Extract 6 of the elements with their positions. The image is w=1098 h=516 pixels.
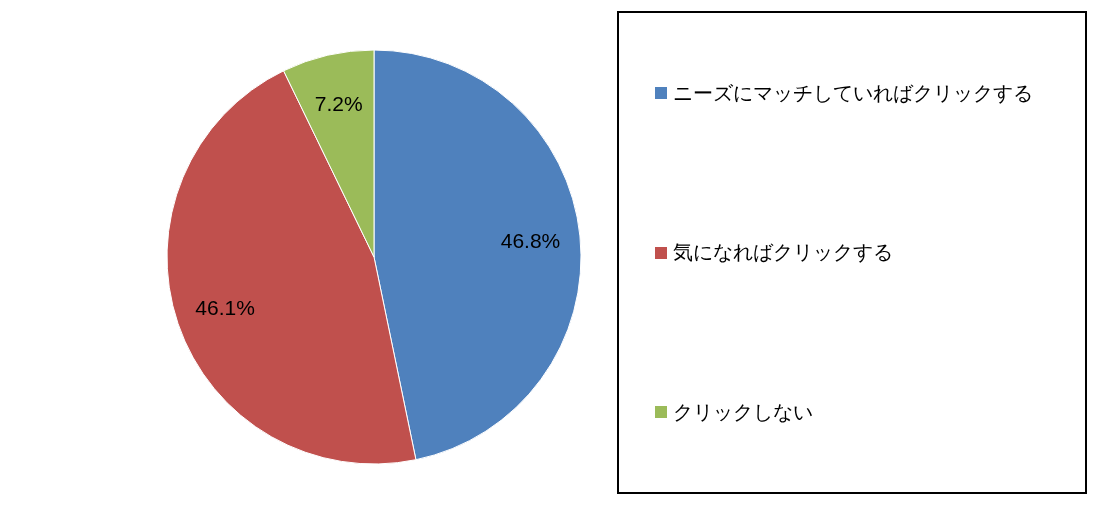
legend-label: クリックしない	[673, 399, 813, 425]
data-label: 46.1%	[195, 296, 255, 320]
legend-label: ニーズにマッチしていればクリックする	[673, 80, 1033, 106]
legend-label: 気になればクリックする	[673, 240, 893, 265]
data-label: 46.8%	[500, 229, 561, 253]
data-label: 7.2%	[314, 92, 363, 116]
